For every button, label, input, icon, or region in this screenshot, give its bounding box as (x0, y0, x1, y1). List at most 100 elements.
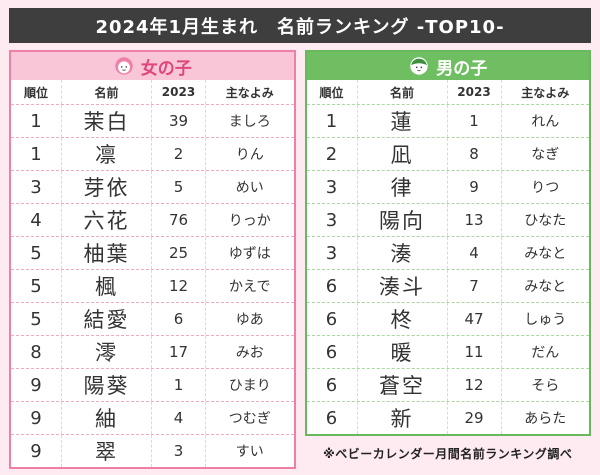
name-cell: 新 (356, 402, 447, 434)
rank-cell: 2 (325, 143, 338, 165)
name-cell: 柚葉 (61, 237, 151, 269)
name-cell: 紬 (61, 402, 151, 434)
table-row: 6 蒼空 12 そら (306, 368, 590, 401)
reading-cell: りん (205, 138, 294, 170)
name-cell: 柊 (356, 303, 447, 335)
reading-cell: めい (205, 171, 294, 203)
prev-year-rank-cell: 8 (446, 138, 501, 170)
reading-cell: あらた (500, 402, 590, 434)
reading-cell: れん (500, 105, 590, 137)
prev-year-rank-cell: 2 (151, 138, 205, 170)
rank-cell: 5 (30, 242, 42, 264)
table-row: 8 澪 17 みお (11, 335, 294, 368)
footnote: ※ベビーカレンダー月間名前ランキング調べ (323, 447, 573, 461)
reading-cell: そら (500, 369, 590, 401)
name-cell: 澪 (61, 336, 151, 368)
girls-rows: 1 茉白 39 ましろ 1 凛 2 りん (11, 104, 294, 467)
table-row: 6 湊斗 7 みなと (306, 269, 589, 302)
prev-year-rank-cell: 1 (446, 105, 501, 137)
column-header-rank: 順位 (23, 85, 48, 100)
reading-cell: なぎ (500, 138, 590, 170)
prev-year-rank-cell: 39 (151, 105, 205, 137)
table-row: 3 陽向 13 ひなた (306, 203, 589, 236)
rank-cell: 9 (30, 374, 42, 396)
rank-cell: 6 (325, 374, 338, 396)
prev-year-rank-cell: 9 (446, 171, 501, 203)
rank-cell: 3 (30, 176, 42, 198)
rank-cell: 3 (325, 209, 338, 231)
rank-cell: 1 (30, 110, 42, 132)
boys-column-headers: 順位 名前 2023 主なよみ (307, 80, 590, 104)
name-cell: 陽向 (356, 204, 447, 236)
name-cell: 凪 (356, 138, 447, 170)
prev-year-rank-cell: 13 (446, 204, 501, 236)
reading-cell: ゆずは (205, 237, 294, 269)
prev-year-rank-cell: 12 (151, 270, 205, 302)
girls-table-header: 女の子 (11, 52, 294, 80)
reading-cell: しゅう (500, 303, 590, 335)
rank-cell: 6 (325, 341, 338, 363)
column-header-rank: 順位 (319, 85, 344, 100)
girls-table-title: 女の子 (140, 58, 192, 79)
reading-cell: りっか (205, 204, 294, 236)
table-row: 5 結愛 6 ゆあ (11, 302, 294, 335)
column-header-name: 名前 (61, 80, 151, 104)
name-cell: 凛 (61, 138, 151, 170)
reading-cell: だん (500, 336, 590, 368)
rank-cell: 6 (325, 407, 338, 429)
reading-cell: ゆあ (205, 303, 294, 335)
table-row: 6 暖 11 だん (306, 335, 590, 368)
table-row: 6 柊 47 しゅう (306, 302, 590, 335)
table-row: 2 凪 8 なぎ (306, 137, 590, 170)
reading-cell: みお (205, 336, 294, 368)
reading-cell: ひまり (205, 369, 294, 401)
prev-year-rank-cell: 7 (446, 270, 501, 302)
rank-cell: 1 (325, 110, 338, 132)
boy-face-icon (408, 55, 430, 77)
reading-cell: ましろ (205, 105, 294, 137)
column-header-name: 名前 (356, 80, 447, 104)
prev-year-rank-cell: 47 (446, 303, 501, 335)
table-row: 6 新 29 あらた (306, 401, 590, 434)
reading-cell: みなと (500, 237, 590, 269)
column-header-2023: 2023 (446, 80, 501, 104)
reading-cell: りつ (500, 171, 590, 203)
table-row: 5 柚葉 25 ゆずは (11, 236, 294, 269)
table-row: 3 湊 4 みなと (306, 236, 590, 269)
table-row: 9 翠 3 すい (11, 434, 294, 467)
rank-cell: 9 (30, 440, 42, 462)
name-cell: 暖 (356, 336, 447, 368)
name-cell: 律 (356, 171, 447, 203)
column-header-reading: 主なよみ (205, 80, 294, 104)
name-cell: 芽依 (61, 171, 151, 203)
name-cell: 湊斗 (356, 270, 447, 302)
rank-cell: 5 (30, 275, 42, 297)
girls-column-headers: 順位 名前 2023 主なよみ (11, 80, 294, 104)
rank-cell: 3 (325, 176, 338, 198)
table-row: 1 茉白 39 ましろ (11, 104, 294, 137)
rank-cell: 5 (30, 308, 42, 330)
column-header-2023: 2023 (151, 80, 205, 104)
table-row: 9 紬 4 つむぎ (11, 401, 294, 434)
boys-panel: 男の子 順位 名前 2023 主なよみ 1 蓮 1 れん (304, 50, 591, 462)
prev-year-rank-cell: 76 (151, 204, 205, 236)
rank-cell: 6 (325, 275, 338, 297)
name-cell: 楓 (61, 270, 151, 302)
name-cell: 六花 (61, 204, 151, 236)
page-title: 2024年1月生まれ 名前ランキング -TOP10- (9, 8, 591, 43)
ranking-tables: 女の子 順位 名前 2023 主なよみ 1 茉白 39 ましろ (9, 50, 591, 469)
name-cell: 茉白 (61, 105, 151, 137)
name-cell: 湊 (356, 237, 447, 269)
rank-cell: 3 (325, 242, 338, 264)
rank-cell: 6 (325, 308, 338, 330)
table-row: 3 芽依 5 めい (11, 170, 294, 203)
prev-year-rank-cell: 4 (446, 237, 501, 269)
prev-year-rank-cell: 12 (446, 369, 501, 401)
reading-cell: つむぎ (205, 402, 294, 434)
rank-cell: 8 (30, 341, 42, 363)
prev-year-rank-cell: 5 (151, 171, 205, 203)
rank-cell: 9 (30, 407, 42, 429)
table-row: 3 律 9 りつ (306, 170, 590, 203)
boys-table-header: 男の子 (306, 52, 589, 80)
